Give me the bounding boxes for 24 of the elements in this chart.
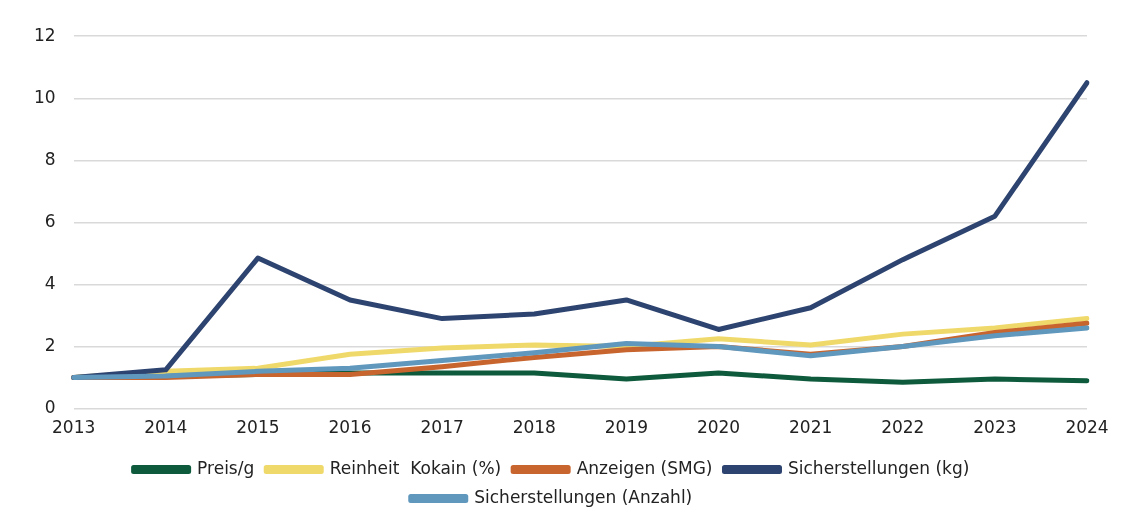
legend-label: Sicherstellungen (Anzahl) (474, 486, 693, 507)
y-tick-label: 4 (44, 272, 56, 293)
legend-label: Anzeigen (SMG) (576, 457, 713, 478)
x-tick-label: 2014 (144, 417, 188, 438)
x-tick-label: 2020 (696, 417, 741, 438)
x-tick-label: 2016 (328, 417, 372, 438)
x-tick-label: 2013 (52, 417, 96, 438)
legend-label: Preis/g (197, 457, 255, 478)
y-tick-label: 6 (44, 210, 56, 231)
x-tick-label: 2017 (420, 417, 464, 438)
x-tick-label: 2019 (604, 417, 649, 438)
x-tick-label: 2021 (788, 417, 833, 438)
y-tick-label: 0 (44, 397, 56, 418)
x-tick-label: 2024 (1065, 417, 1109, 438)
x-tick-label: 2018 (512, 417, 556, 438)
x-tick-label: 2015 (236, 417, 280, 438)
legend-label: Reinheit Kokain (%) (329, 457, 502, 478)
y-tick-label: 10 (33, 86, 56, 107)
y-tick-label: 2 (44, 334, 56, 355)
x-tick-label: 2023 (973, 417, 1017, 438)
x-tick-label: 2022 (881, 417, 925, 438)
legend-label: Sicherstellungen (kg) (788, 457, 970, 478)
y-tick-label: 8 (44, 148, 56, 169)
y-tick-label: 12 (33, 24, 56, 45)
